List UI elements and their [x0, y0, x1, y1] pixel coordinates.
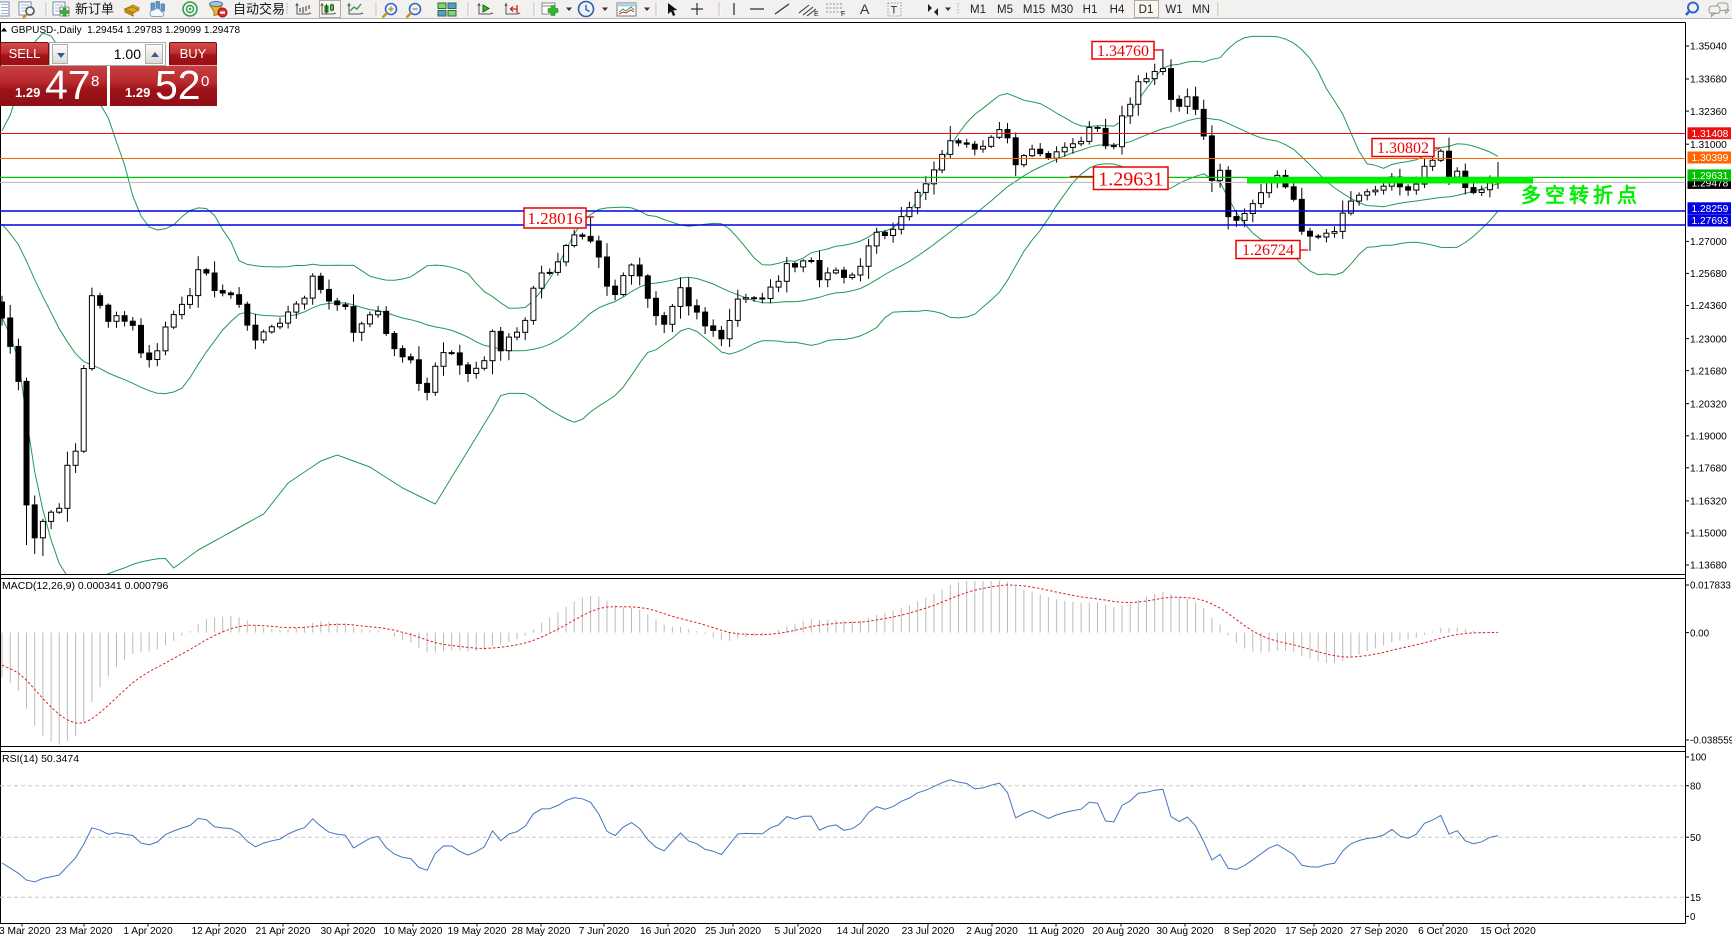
- svg-text:1.31000: 1.31000: [1690, 140, 1727, 151]
- svg-text:16 Jun 2020: 16 Jun 2020: [640, 926, 696, 937]
- svg-text:1.21680: 1.21680: [1690, 366, 1727, 377]
- svg-text:1 Apr 2020: 1 Apr 2020: [123, 926, 173, 937]
- svg-text:1.29631: 1.29631: [1098, 168, 1163, 190]
- svg-text:1.29478: 1.29478: [1692, 179, 1729, 190]
- svg-text:多空转折点: 多空转折点: [1521, 183, 1641, 207]
- svg-text:W1: W1: [1165, 4, 1182, 16]
- svg-text:11 Aug 2020: 11 Aug 2020: [1028, 926, 1085, 937]
- svg-text:5 Jul 2020: 5 Jul 2020: [774, 926, 821, 937]
- svg-text:MN: MN: [1192, 4, 1210, 16]
- svg-text:T: T: [891, 5, 898, 17]
- svg-text:100: 100: [1690, 753, 1707, 764]
- svg-text:1.33680: 1.33680: [1690, 75, 1727, 86]
- svg-text:A: A: [860, 1, 870, 17]
- svg-text:M15: M15: [1023, 4, 1045, 16]
- svg-text:19 May 2020: 19 May 2020: [448, 926, 507, 937]
- svg-text:10 May 2020: 10 May 2020: [384, 926, 443, 937]
- svg-text:7 Jun 2020: 7 Jun 2020: [579, 926, 630, 937]
- svg-text:M1: M1: [970, 4, 986, 16]
- svg-text:D1: D1: [1139, 4, 1154, 16]
- svg-text:1.20320: 1.20320: [1690, 399, 1727, 410]
- svg-text:8 Sep 2020: 8 Sep 2020: [1224, 926, 1276, 937]
- svg-text:27 Sep 2020: 27 Sep 2020: [1350, 926, 1408, 937]
- svg-text:1.28016: 1.28016: [527, 209, 582, 228]
- svg-text:1.24360: 1.24360: [1690, 301, 1727, 312]
- svg-text:1.16320: 1.16320: [1690, 497, 1727, 508]
- svg-text:6 Oct 2020: 6 Oct 2020: [1418, 926, 1468, 937]
- svg-text:23 Jul 2020: 23 Jul 2020: [902, 926, 955, 937]
- svg-text:12 Apr 2020: 12 Apr 2020: [192, 926, 247, 937]
- svg-text:自动交易: 自动交易: [233, 2, 285, 17]
- svg-text:GBPUSD-,Daily 1.29454 1.29783: GBPUSD-,Daily 1.29454 1.29783 1.29099 1.…: [11, 25, 240, 36]
- svg-text:0.017833: 0.017833: [1690, 581, 1731, 592]
- svg-text:M30: M30: [1051, 4, 1073, 16]
- svg-text:0.00: 0.00: [1690, 628, 1710, 639]
- svg-text:M5: M5: [997, 4, 1013, 16]
- svg-text:H4: H4: [1110, 4, 1125, 16]
- svg-text:15: 15: [1690, 893, 1701, 904]
- svg-text:15 Oct 2020: 15 Oct 2020: [1480, 926, 1536, 937]
- svg-text:1.26724: 1.26724: [1242, 242, 1294, 259]
- svg-text:F: F: [841, 11, 845, 18]
- svg-text:80: 80: [1690, 781, 1701, 792]
- svg-text:1.25680: 1.25680: [1690, 269, 1727, 280]
- svg-text:3 Mar 2020: 3 Mar 2020: [0, 926, 51, 937]
- svg-text:E: E: [814, 11, 819, 18]
- svg-text:1.29631: 1.29631: [1692, 171, 1729, 182]
- svg-text:1.15000: 1.15000: [1690, 529, 1727, 540]
- svg-text:14 Jul 2020: 14 Jul 2020: [837, 926, 890, 937]
- svg-text:1.19000: 1.19000: [1690, 432, 1727, 443]
- svg-text:50: 50: [1690, 833, 1701, 844]
- svg-text:23 Mar 2020: 23 Mar 2020: [55, 926, 113, 937]
- svg-text:25 Jun 2020: 25 Jun 2020: [705, 926, 761, 937]
- svg-text:30 Apr 2020: 30 Apr 2020: [321, 926, 376, 937]
- svg-text:1.35040: 1.35040: [1690, 42, 1727, 53]
- svg-text:新订单: 新订单: [75, 2, 114, 17]
- svg-text:H1: H1: [1083, 4, 1098, 16]
- svg-text:1.13680: 1.13680: [1690, 561, 1727, 572]
- svg-text:1.34760: 1.34760: [1097, 43, 1149, 60]
- svg-text:1.27000: 1.27000: [1690, 237, 1727, 248]
- svg-text:-0.038559: -0.038559: [1690, 736, 1732, 747]
- svg-text:28 May 2020: 28 May 2020: [512, 926, 571, 937]
- svg-text:21 Apr 2020: 21 Apr 2020: [256, 926, 311, 937]
- svg-text:1.30399: 1.30399: [1692, 153, 1729, 164]
- svg-text:MACD(12,26,9) 0.000341 0.00079: MACD(12,26,9) 0.000341 0.000796: [2, 580, 169, 592]
- svg-text:0: 0: [1690, 912, 1696, 923]
- svg-text:1.17680: 1.17680: [1690, 464, 1727, 475]
- svg-text:2 Aug 2020: 2 Aug 2020: [966, 926, 1018, 937]
- svg-text:20 Aug 2020: 20 Aug 2020: [1092, 926, 1150, 937]
- svg-text:17 Sep 2020: 17 Sep 2020: [1285, 926, 1343, 937]
- svg-text:30 Aug 2020: 30 Aug 2020: [1156, 926, 1214, 937]
- svg-text:1.28259: 1.28259: [1692, 204, 1729, 215]
- svg-text:1.27693: 1.27693: [1692, 216, 1729, 227]
- svg-text:1.23000: 1.23000: [1690, 334, 1727, 345]
- svg-text:1.32360: 1.32360: [1690, 107, 1727, 118]
- svg-text:1.31408: 1.31408: [1692, 129, 1729, 140]
- svg-text:RSI(14) 50.3474: RSI(14) 50.3474: [2, 753, 79, 765]
- svg-text:1.30802: 1.30802: [1377, 140, 1429, 157]
